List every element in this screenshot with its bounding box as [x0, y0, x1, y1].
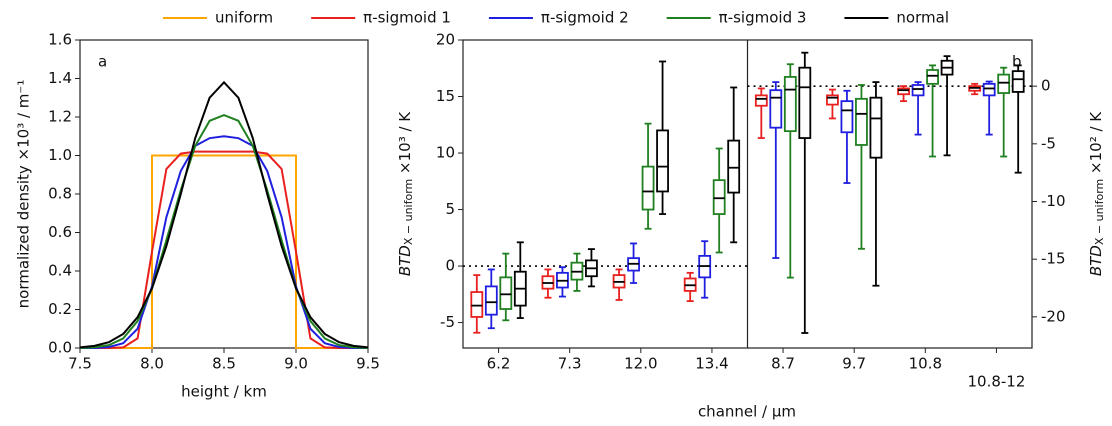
y-axis-label: BTDX − uniform ×10³ / K [396, 111, 416, 276]
panel-label: a [98, 53, 107, 71]
y2-tick-label: -10 [1041, 192, 1066, 210]
y-tick-label: 0 [445, 257, 455, 275]
x-tick-label: 10.8-12 [967, 373, 1025, 391]
x-tick-label: 8.7 [771, 355, 795, 373]
x-tick-label: 6.2 [487, 355, 511, 373]
label-sub: X − uniform [1093, 179, 1106, 245]
panel-label: b [1012, 53, 1022, 71]
x-tick-label: 7.3 [558, 355, 582, 373]
label-rest: ×10³ / K [396, 111, 414, 179]
density-line [79, 80, 369, 349]
x-tick-label: 8.0 [140, 355, 164, 373]
y-tick-label: 0.8 [48, 185, 72, 203]
box [897, 87, 910, 96]
density-line [80, 135, 368, 349]
box [798, 66, 812, 139]
density-line [80, 154, 368, 349]
y-tick-label: 0.0 [48, 339, 72, 357]
label-sub: X − uniform [402, 179, 415, 245]
y-axis-label: BTDX − uniform ×10² / K [1087, 111, 1107, 276]
x-tick-label: 9.5 [356, 355, 380, 373]
box [926, 69, 939, 85]
y-tick-label: 1.4 [48, 69, 72, 87]
box [855, 97, 868, 146]
label-rest: ×10² / K [1087, 111, 1105, 179]
density-line [79, 114, 369, 349]
x-tick-label: 8.5 [212, 355, 236, 373]
y-tick-label: 1.6 [48, 31, 72, 49]
y-tick-label: -5 [440, 313, 455, 331]
box [499, 276, 513, 310]
x-tick-label: 13.4 [695, 355, 728, 373]
box [997, 73, 1011, 94]
density-line [80, 150, 368, 349]
label-main: BTD [396, 245, 414, 276]
box [712, 179, 726, 215]
y2-tick-label: -20 [1041, 307, 1066, 325]
x-tick-label: 12.0 [624, 355, 657, 373]
legend-label: uniform [215, 9, 273, 27]
y-axis-label: normalized density ×10³ / m⁻¹ [15, 80, 33, 309]
box [911, 84, 925, 97]
y-tick-label: 0.4 [48, 262, 72, 280]
box [754, 94, 768, 107]
box [840, 100, 854, 134]
box [484, 285, 498, 316]
x-axis-label: channel / μm [698, 403, 796, 421]
box [470, 291, 484, 318]
legend-label: π-sigmoid 1 [363, 9, 451, 27]
panel-a-frame [79, 39, 369, 349]
y-tick-label: 1.2 [48, 108, 72, 126]
legend: uniform π-sigmoid 1 π-sigmoid 2 π-sigmoid 3… [163, 9, 949, 27]
box [826, 94, 839, 106]
y2-tick-label: 0 [1041, 77, 1051, 95]
box [783, 76, 797, 133]
legend-label: π-sigmoid 3 [719, 9, 807, 27]
y-tick-label: 15 [436, 87, 455, 105]
y-tick-label: 1.0 [48, 146, 72, 164]
box [641, 165, 655, 211]
y-tick-label: 0.6 [48, 223, 72, 241]
box [869, 96, 883, 159]
box [1011, 70, 1025, 93]
x-tick-label: 9.0 [284, 355, 308, 373]
x-tick-label: 10.8 [909, 355, 942, 373]
box [769, 89, 783, 129]
x-tick-label: 7.5 [68, 355, 92, 373]
y-tick-label: 20 [436, 31, 455, 49]
y-tick-label: 10 [436, 144, 455, 162]
y2-tick-label: -15 [1041, 250, 1066, 268]
legend-label: π-sigmoid 2 [541, 9, 629, 27]
legend-label: normal [896, 9, 949, 27]
y-tick-label: 0.2 [48, 300, 72, 318]
box [727, 139, 741, 194]
box [982, 82, 996, 97]
label-main: BTD [1087, 245, 1105, 276]
x-axis-label: height / km [181, 383, 267, 401]
y2-tick-label: -5 [1041, 134, 1056, 152]
box [656, 129, 669, 193]
x-tick-label: 9.7 [842, 355, 866, 373]
y-tick-label: 5 [445, 200, 455, 218]
